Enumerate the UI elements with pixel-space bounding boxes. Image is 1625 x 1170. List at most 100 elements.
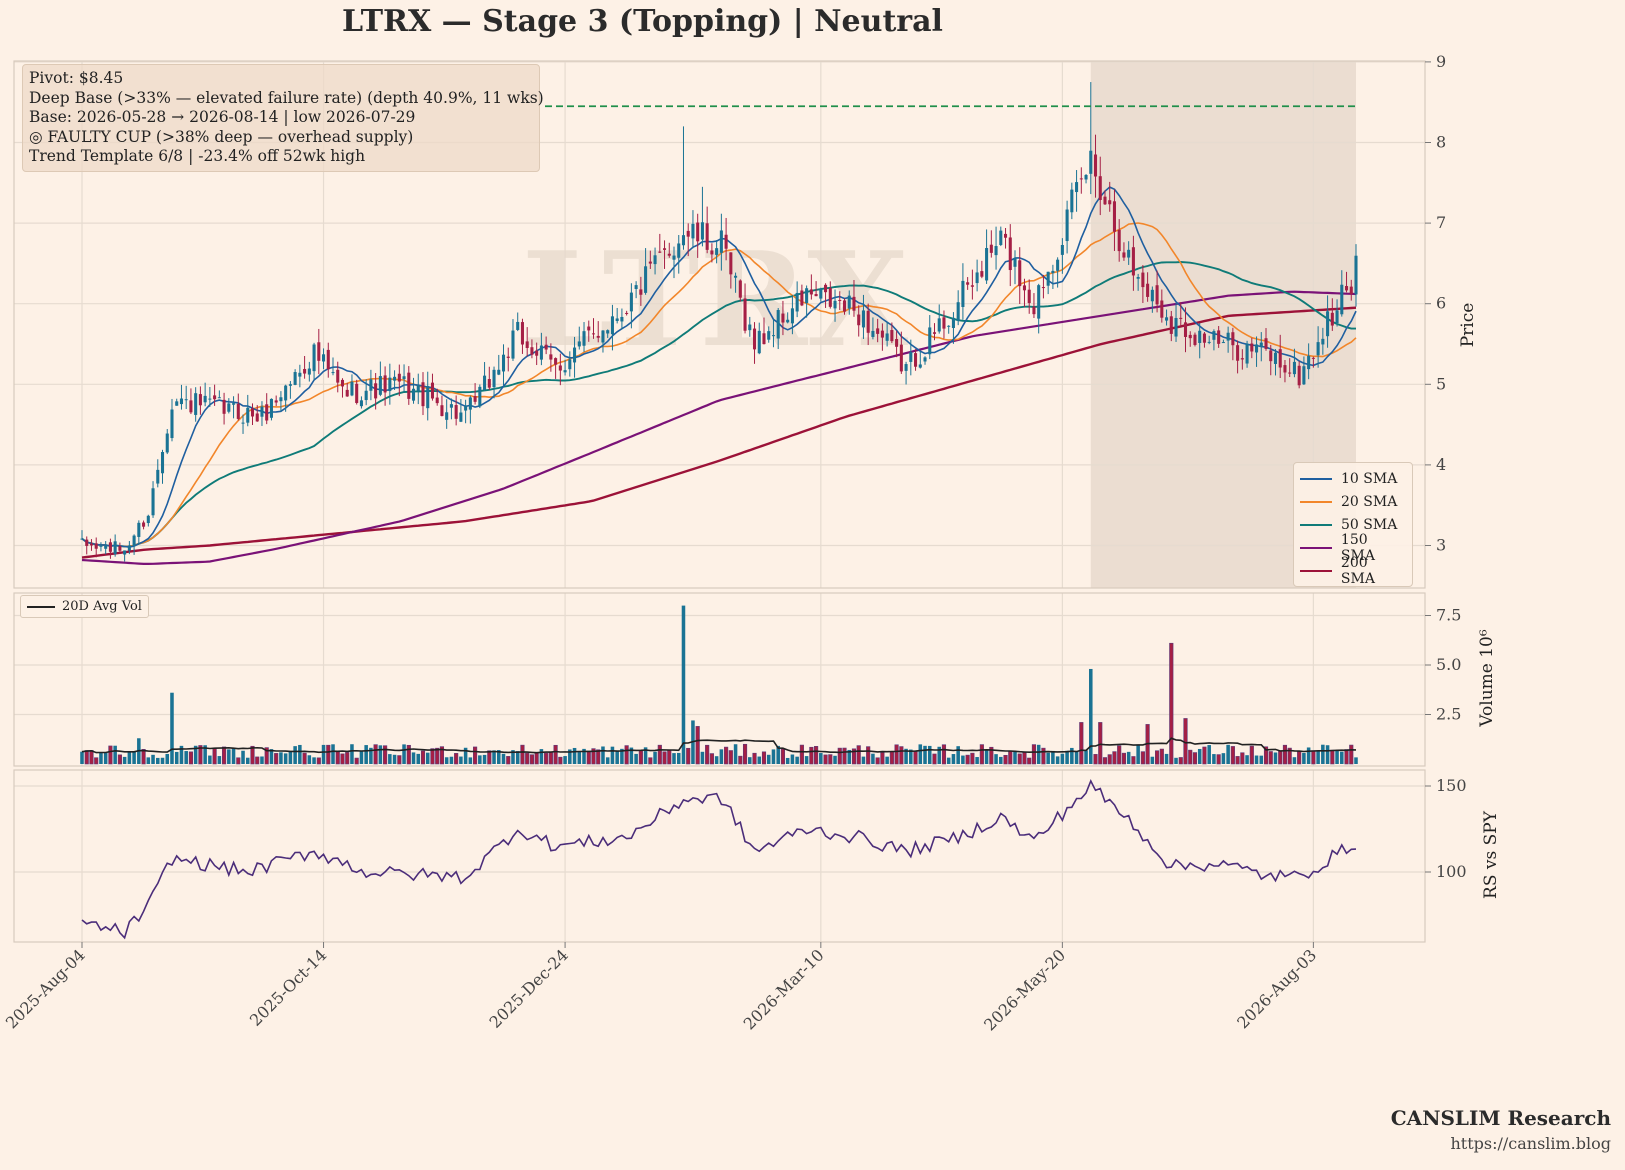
volume-bar xyxy=(203,745,207,764)
candle-body xyxy=(1146,283,1150,297)
volume-bar xyxy=(1282,744,1288,765)
candle-body xyxy=(1292,361,1296,375)
candle xyxy=(880,323,884,351)
volume-tick-label: 7.5 xyxy=(1436,606,1461,625)
candle xyxy=(397,364,401,397)
candle-body xyxy=(1217,330,1221,344)
volume-bar xyxy=(582,748,586,764)
volume-bar xyxy=(548,751,553,765)
volume-bar xyxy=(482,754,487,764)
candle xyxy=(942,310,946,339)
candle-body xyxy=(322,354,326,362)
candle-body xyxy=(492,369,496,388)
volume-bar xyxy=(596,749,601,765)
candle-body xyxy=(383,375,387,393)
volume-bar xyxy=(459,756,463,764)
volume-bar xyxy=(1003,754,1008,765)
candle xyxy=(307,361,311,382)
candle xyxy=(85,536,89,555)
candle xyxy=(932,323,937,341)
volume-bar xyxy=(231,747,236,764)
candle-body xyxy=(175,401,179,406)
candle xyxy=(544,336,548,355)
candle-body xyxy=(374,383,378,399)
volume-bar xyxy=(615,750,619,764)
volume-bar xyxy=(1093,754,1098,765)
volume-bar xyxy=(885,756,889,764)
panel-frames xyxy=(13,60,1426,943)
candle xyxy=(421,372,425,416)
candle-body xyxy=(610,316,614,335)
candle-body xyxy=(932,332,937,334)
candle-body xyxy=(828,288,832,307)
volume-bar xyxy=(146,757,151,764)
candle-body xyxy=(596,335,600,338)
candle xyxy=(1179,302,1183,326)
volume-bar xyxy=(586,750,591,765)
volume-bar xyxy=(795,756,799,764)
candle-body xyxy=(511,330,515,359)
rs-axis-label: RS vs SPY xyxy=(1481,810,1501,899)
candle-body xyxy=(108,542,112,552)
candle-body xyxy=(876,328,880,334)
candle xyxy=(1103,190,1107,206)
volume-bar xyxy=(937,746,941,764)
candle xyxy=(284,384,288,412)
candle xyxy=(975,259,979,292)
candle xyxy=(108,538,112,559)
candle xyxy=(1297,361,1301,389)
candle-body xyxy=(104,545,108,549)
candle xyxy=(795,281,799,318)
candle-body xyxy=(1112,201,1116,232)
volume-bar xyxy=(1074,752,1079,764)
candle-body xyxy=(274,400,278,403)
candle xyxy=(691,210,695,249)
info-base-dates: Base: 2026-05-28 → 2026-08-14 | low 2026… xyxy=(29,108,416,126)
candle xyxy=(591,318,596,339)
candle xyxy=(838,291,842,310)
candle-body xyxy=(468,397,472,410)
volume-bar xyxy=(842,747,847,765)
candle xyxy=(568,351,572,377)
candle-body xyxy=(999,230,1003,245)
candle-body xyxy=(407,372,411,399)
candle-body xyxy=(1155,285,1159,305)
candle xyxy=(80,530,84,540)
candle-body xyxy=(563,370,567,373)
candle xyxy=(596,321,600,343)
candle xyxy=(1018,247,1022,305)
candle-body xyxy=(1160,300,1164,318)
candle xyxy=(966,277,970,290)
candle-body xyxy=(364,390,368,401)
volume-bar xyxy=(961,755,965,764)
volume-bar xyxy=(222,746,227,765)
volume-bar xyxy=(1060,753,1065,764)
candle-body xyxy=(752,328,757,350)
grid-layer xyxy=(14,61,1425,942)
volume-bar xyxy=(828,754,833,765)
volume-bar xyxy=(113,745,117,764)
candle xyxy=(255,405,259,422)
candle-body xyxy=(781,313,785,323)
candle xyxy=(790,295,794,335)
candle xyxy=(1264,328,1268,351)
candle-body xyxy=(1108,200,1112,205)
candle xyxy=(1160,289,1164,323)
candle-body xyxy=(1051,270,1055,274)
candle-body xyxy=(1250,343,1254,352)
footer-url: https://canslim.blog xyxy=(1450,1134,1611,1153)
candle-body xyxy=(113,541,117,555)
candle-body xyxy=(738,280,742,298)
volume-tick-label: 2.5 xyxy=(1436,705,1461,724)
volume-bar xyxy=(1089,668,1093,764)
candle xyxy=(582,322,586,352)
candle-body xyxy=(1349,286,1353,294)
candle-body xyxy=(549,354,553,360)
candle-body xyxy=(1046,271,1050,286)
candle-body xyxy=(1037,285,1041,319)
volume-bar xyxy=(1216,754,1221,765)
volume-bar xyxy=(1311,750,1316,765)
candle-body xyxy=(729,252,733,275)
candle xyxy=(208,386,212,407)
candle-body xyxy=(345,389,349,397)
